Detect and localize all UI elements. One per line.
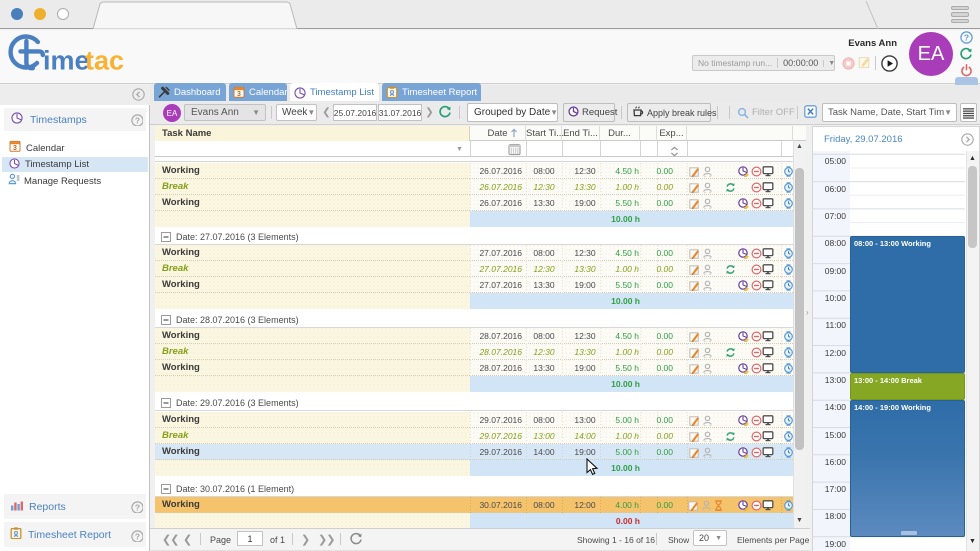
svg-text:?: ? — [135, 503, 140, 513]
svg-text:?: ? — [964, 33, 969, 43]
svg-text:ime: ime — [43, 46, 90, 76]
svg-text:tac: tac — [85, 46, 124, 76]
svg-text:?: ? — [135, 116, 140, 126]
svg-text:3: 3 — [237, 91, 241, 98]
svg-text:3: 3 — [13, 145, 17, 152]
svg-text:?: ? — [135, 532, 140, 542]
